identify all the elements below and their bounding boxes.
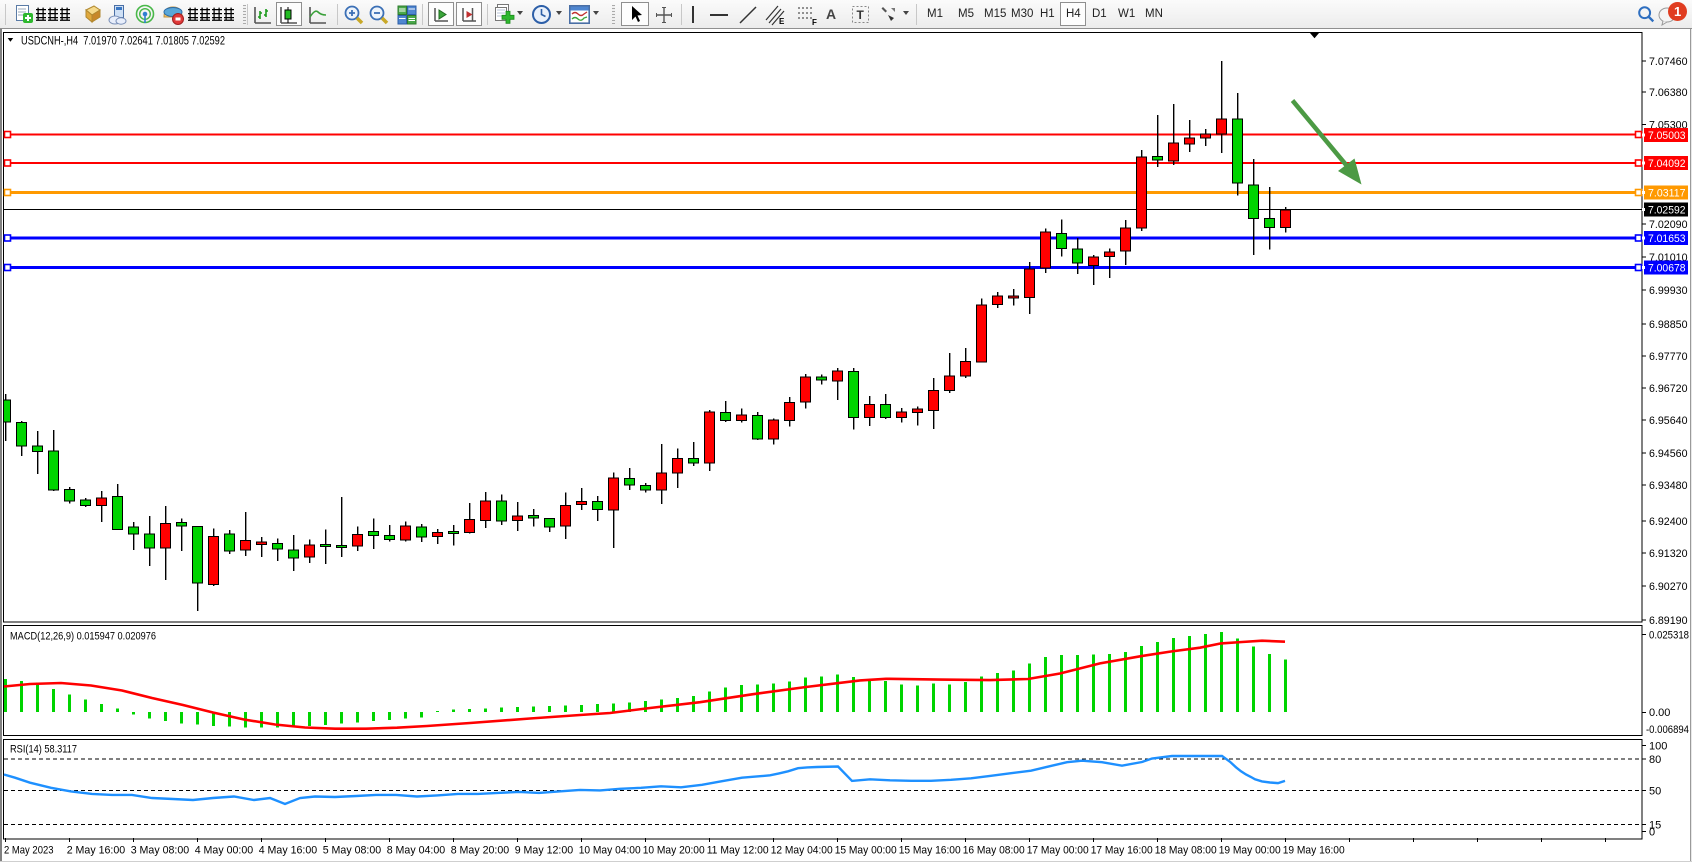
svg-text:6.89190: 6.89190 [1649, 615, 1688, 627]
svg-text:80: 80 [1649, 754, 1661, 766]
svg-text:F: F [812, 18, 817, 26]
svg-text:8 May 04:00: 8 May 04:00 [387, 845, 446, 857]
svg-text:7.02090: 7.02090 [1649, 219, 1688, 231]
svg-text:6.91320: 6.91320 [1649, 548, 1688, 560]
svg-text:7.00678: 7.00678 [1648, 263, 1686, 275]
svg-text:4 May 16:00: 4 May 16:00 [259, 845, 318, 857]
svg-text:16 May 08:00: 16 May 08:00 [963, 845, 1025, 857]
svg-text:11 May 12:00: 11 May 12:00 [707, 845, 769, 857]
svg-text:RSI(14) 58.3117: RSI(14) 58.3117 [10, 744, 77, 756]
svg-text:15 May 00:00: 15 May 00:00 [835, 845, 897, 857]
svg-text:0.025318: 0.025318 [1649, 630, 1689, 642]
svg-text:7.04092: 7.04092 [1648, 158, 1686, 170]
svg-text:7.07460: 7.07460 [1649, 56, 1688, 68]
svg-text:6.94560: 6.94560 [1649, 448, 1688, 460]
svg-text:19 May 16:00: 19 May 16:00 [1283, 845, 1345, 857]
svg-text:100: 100 [1649, 741, 1667, 753]
svg-text:-0.006894: -0.006894 [1646, 724, 1689, 736]
svg-text:6.98850: 6.98850 [1649, 319, 1688, 331]
svg-text:7.06380: 7.06380 [1649, 87, 1688, 99]
svg-text:12 May 04:00: 12 May 04:00 [771, 845, 833, 857]
svg-text:15 May 16:00: 15 May 16:00 [899, 845, 961, 857]
svg-text:0.00: 0.00 [1649, 707, 1670, 719]
svg-text:7.02592: 7.02592 [1648, 205, 1686, 217]
svg-text:USDCNH-,H4 7.01970 7.02641 7.: USDCNH-,H4 7.01970 7.02641 7.01805 7.025… [21, 36, 225, 48]
svg-text:5 May 08:00: 5 May 08:00 [323, 845, 382, 857]
svg-text:9 May 12:00: 9 May 12:00 [515, 845, 574, 857]
svg-text:50: 50 [1649, 786, 1661, 798]
svg-text:6.96720: 6.96720 [1649, 383, 1688, 395]
svg-text:6.97770: 6.97770 [1649, 351, 1688, 363]
svg-text:7.01653: 7.01653 [1648, 233, 1686, 245]
svg-text:4 May 00:00: 4 May 00:00 [195, 845, 254, 857]
svg-text:3 May 08:00: 3 May 08:00 [131, 845, 190, 857]
svg-text:2 May 16:00: 2 May 16:00 [67, 845, 126, 857]
svg-text:0: 0 [1649, 827, 1655, 839]
svg-text:8 May 20:00: 8 May 20:00 [451, 845, 510, 857]
svg-text:6.99930: 6.99930 [1649, 285, 1688, 297]
svg-text:17 May 00:00: 17 May 00:00 [1027, 845, 1089, 857]
svg-text:T: T [857, 8, 865, 22]
svg-text:6.92400: 6.92400 [1649, 516, 1688, 528]
svg-text:10 May 04:00: 10 May 04:00 [579, 845, 641, 857]
svg-text:15: 15 [1649, 820, 1661, 832]
svg-text:10 May 20:00: 10 May 20:00 [643, 845, 705, 857]
svg-text:E: E [779, 17, 785, 26]
svg-text:6.93480: 6.93480 [1649, 480, 1688, 492]
svg-text:7.03117: 7.03117 [1648, 188, 1686, 200]
svg-text:7.05003: 7.05003 [1648, 130, 1686, 142]
svg-text:19 May 00:00: 19 May 00:00 [1219, 845, 1281, 857]
svg-text:17 May 16:00: 17 May 16:00 [1091, 845, 1153, 857]
svg-text:MACD(12,26,9) 0.015947 0.02097: MACD(12,26,9) 0.015947 0.020976 [10, 631, 156, 643]
svg-text:6.95640: 6.95640 [1649, 415, 1688, 427]
svg-text:18 May 08:00: 18 May 08:00 [1155, 845, 1217, 857]
svg-text:6.90270: 6.90270 [1649, 581, 1688, 593]
svg-text:2 May 2023: 2 May 2023 [4, 845, 54, 857]
